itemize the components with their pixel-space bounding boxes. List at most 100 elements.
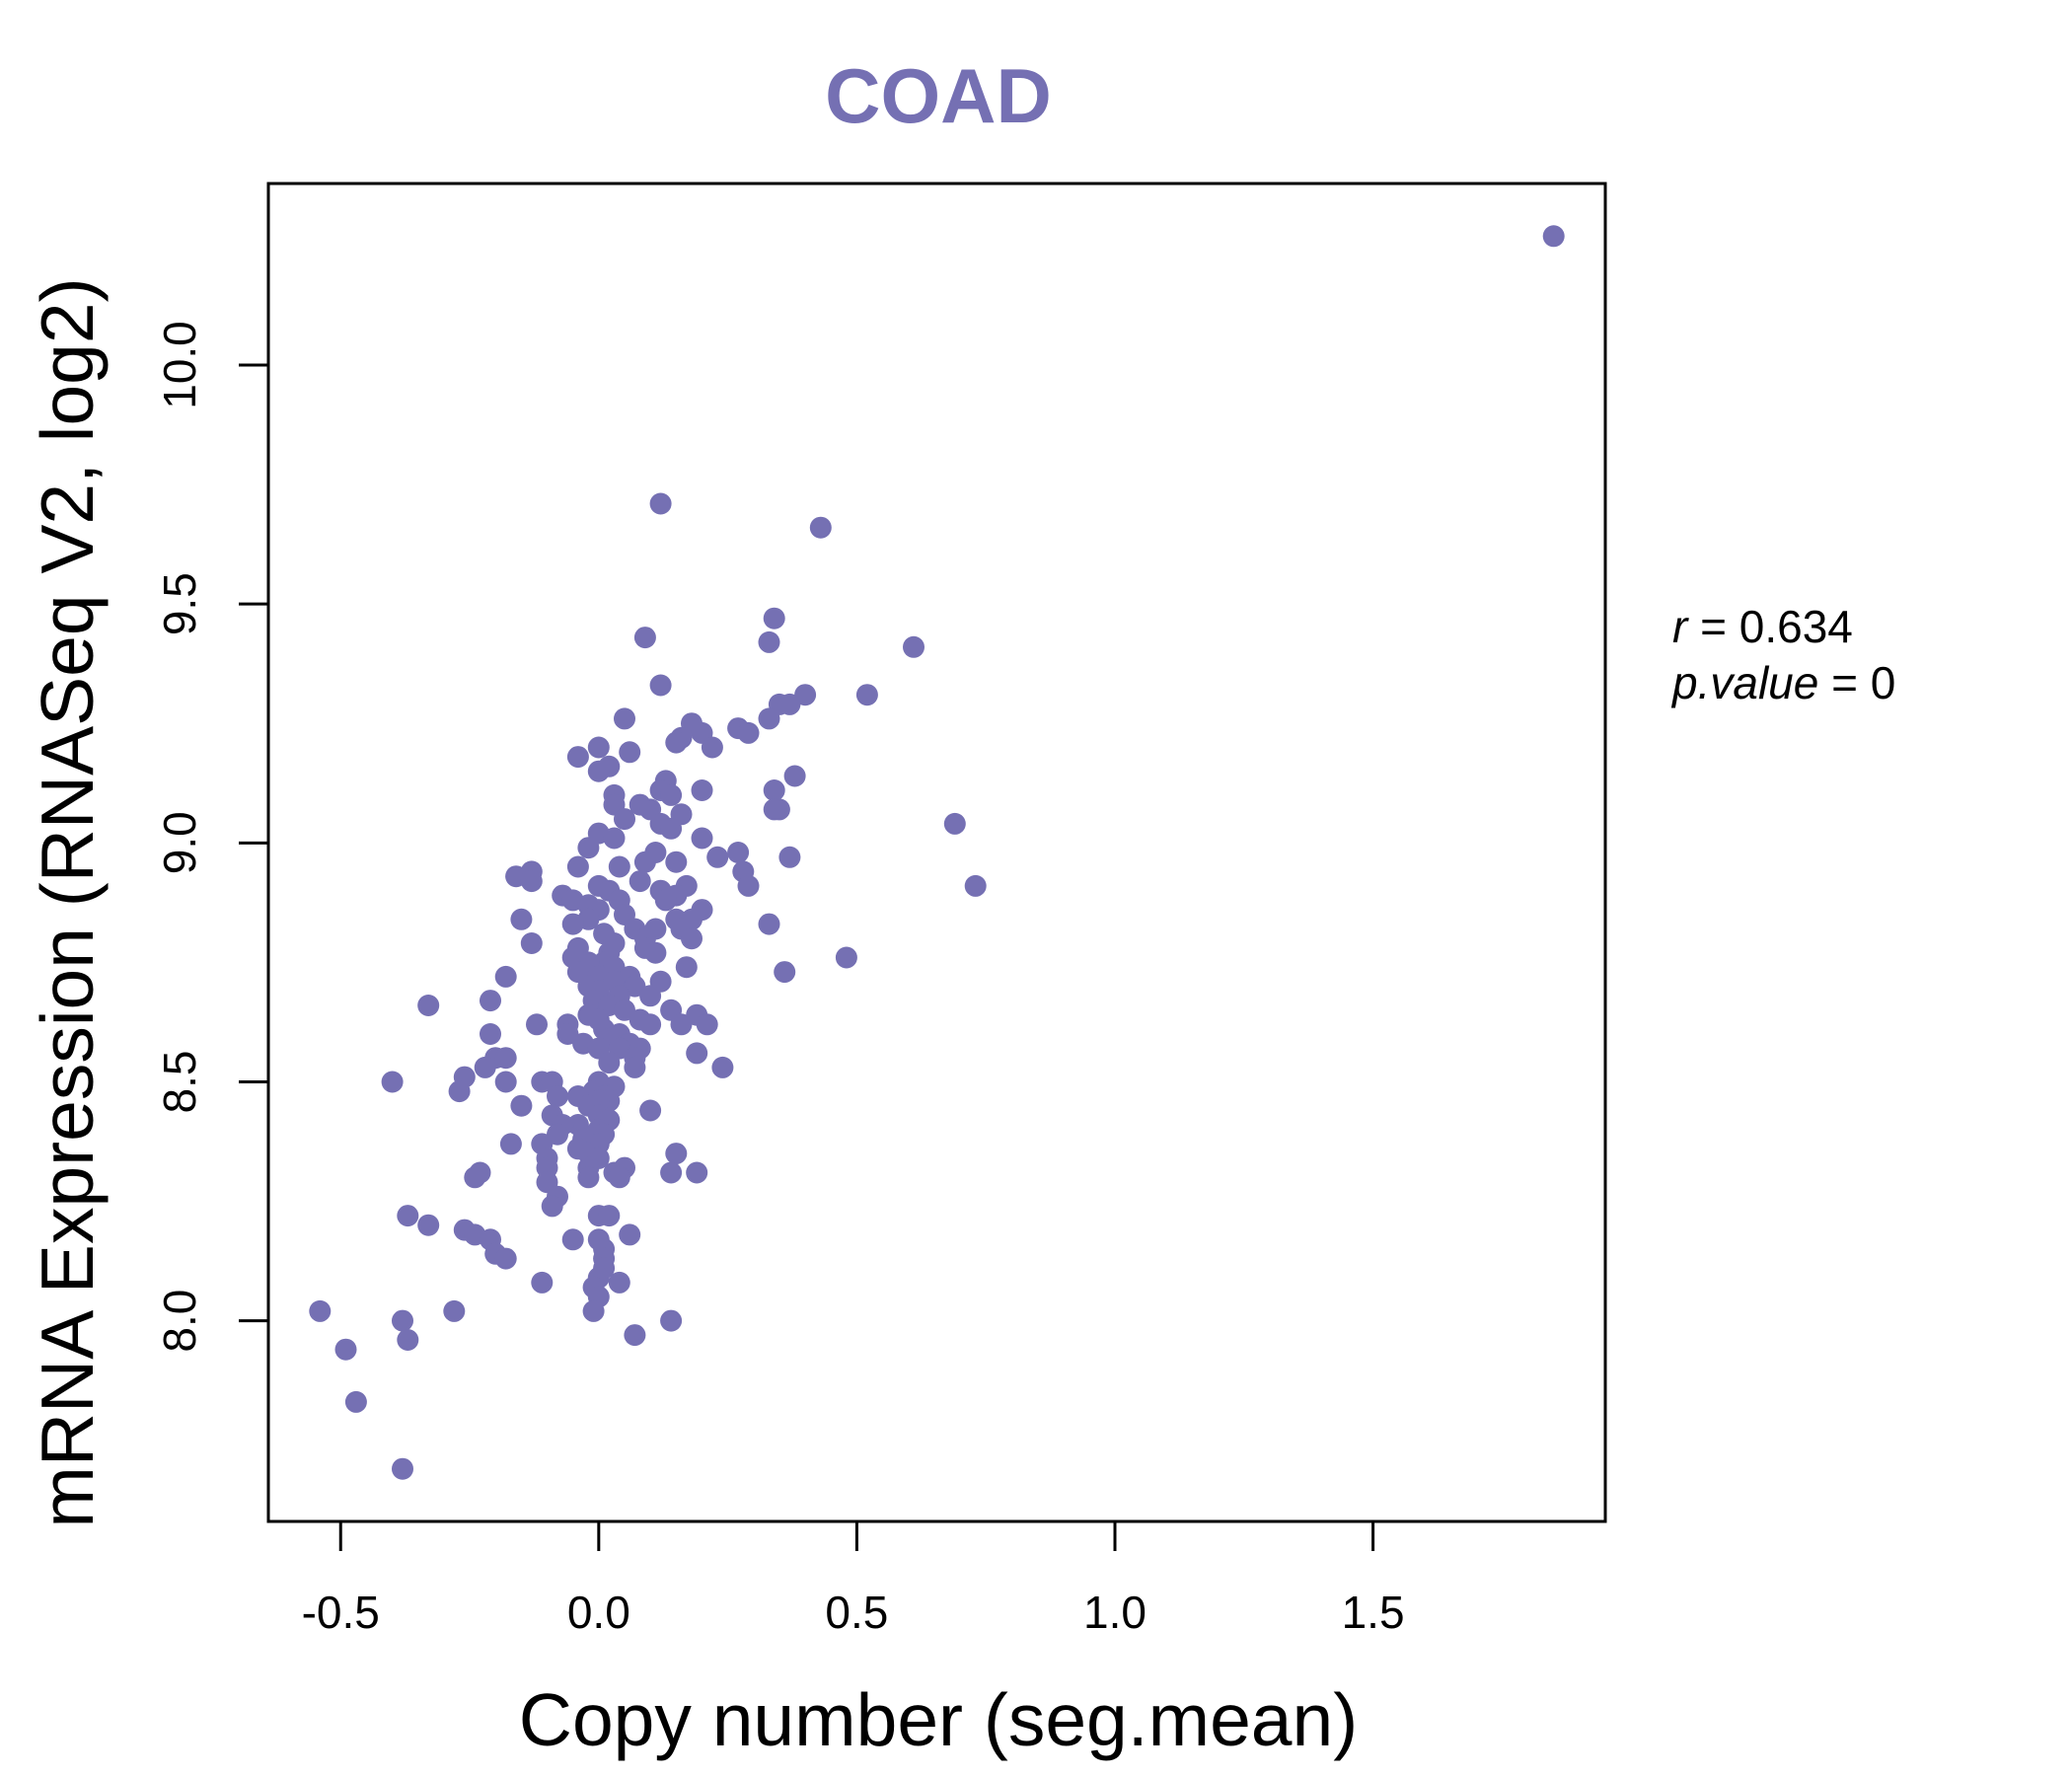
data-point: [701, 736, 723, 759]
data-point: [397, 1205, 419, 1227]
y-tick-label: 8.5: [154, 1051, 205, 1114]
y-axis-label: mRNA Expression (RNASeq V2, log2): [26, 277, 109, 1528]
data-point: [614, 999, 635, 1021]
data-point: [665, 731, 688, 754]
data-point: [654, 889, 677, 912]
data-point: [633, 851, 656, 873]
data-point: [783, 765, 806, 787]
data-point: [614, 808, 635, 831]
chart-title: COAD: [825, 52, 1052, 139]
data-point: [696, 1013, 718, 1036]
data-point: [480, 1023, 501, 1045]
data-point: [737, 874, 760, 897]
data-point: [855, 684, 878, 706]
data-point: [566, 746, 589, 769]
data-point: [660, 783, 683, 806]
data-point: [499, 1133, 522, 1155]
data-point: [417, 995, 440, 1016]
data-point: [681, 927, 703, 950]
data-point: [758, 707, 780, 730]
data-point: [660, 1309, 683, 1332]
data-point: [706, 846, 729, 868]
data-point: [727, 842, 750, 863]
data-point: [639, 1099, 662, 1122]
data-point: [660, 817, 683, 840]
data-point: [649, 492, 672, 515]
data-point: [774, 961, 796, 984]
data-point: [778, 846, 801, 868]
data-point: [629, 870, 651, 893]
y-tick-label: 9.0: [154, 811, 205, 874]
x-tick-label: 0.0: [567, 1587, 630, 1638]
data-point: [334, 1338, 357, 1361]
data-point: [566, 855, 589, 878]
data-point: [448, 1080, 471, 1103]
data-point: [494, 1247, 517, 1270]
data-point: [665, 851, 688, 873]
data-point: [758, 630, 780, 653]
data-point: [494, 965, 517, 988]
data-point: [614, 707, 635, 730]
data-point: [417, 1214, 440, 1236]
data-point: [943, 812, 966, 835]
data-point: [619, 741, 641, 764]
data-point: [633, 627, 656, 649]
data-point: [344, 1390, 367, 1413]
data-point: [520, 932, 543, 954]
data-point: [598, 1205, 621, 1227]
data-point: [531, 1271, 554, 1294]
data-point: [619, 1223, 641, 1246]
data-point: [520, 870, 543, 893]
data-point: [547, 1123, 568, 1146]
data-point: [737, 721, 760, 744]
x-tick-label: 1.0: [1083, 1587, 1147, 1638]
x-tick-label: -0.5: [302, 1587, 380, 1638]
data-point: [480, 990, 501, 1012]
data-point: [556, 1023, 579, 1045]
p-value-annotation: p.value = 0: [1672, 657, 1896, 708]
data-point: [381, 1071, 404, 1093]
data-point: [686, 1161, 708, 1184]
data-point: [670, 1013, 693, 1036]
points-layer: [309, 225, 1565, 1480]
data-point: [778, 693, 801, 715]
data-point: [582, 1299, 605, 1322]
x-tick-label: 1.5: [1342, 1587, 1405, 1638]
data-point: [964, 874, 987, 897]
plot-frame: [266, 182, 1607, 1523]
data-point: [763, 779, 785, 801]
data-point: [809, 516, 832, 539]
data-point: [608, 1166, 630, 1189]
data-point: [603, 827, 626, 850]
data-point: [561, 913, 584, 935]
data-point: [541, 1195, 563, 1218]
data-point: [686, 1042, 708, 1065]
y-tick-label: 8.0: [154, 1290, 205, 1353]
data-point: [763, 798, 785, 821]
data-point: [649, 674, 672, 697]
y-tick-label: 9.5: [154, 572, 205, 635]
x-axis-label: Copy number (seg.mean): [518, 1678, 1359, 1761]
data-point: [794, 684, 817, 706]
data-point: [624, 1324, 646, 1347]
data-point: [763, 607, 785, 629]
data-point: [547, 1085, 568, 1107]
data-point: [526, 1013, 548, 1036]
r-annotation: r = 0.634: [1672, 601, 1853, 652]
data-point: [691, 827, 713, 850]
data-point: [309, 1299, 332, 1322]
data-point: [598, 1052, 621, 1074]
data-point: [608, 1271, 630, 1294]
y-tick-label: 10.0: [154, 321, 205, 409]
r-symbol: r: [1672, 601, 1688, 652]
data-point: [665, 1143, 688, 1165]
data-point: [624, 1056, 646, 1078]
data-point: [903, 635, 925, 658]
data-point: [561, 1228, 584, 1251]
data-point: [587, 760, 610, 782]
data-point: [639, 1013, 662, 1036]
data-point: [474, 1056, 496, 1078]
data-point: [1542, 225, 1565, 248]
